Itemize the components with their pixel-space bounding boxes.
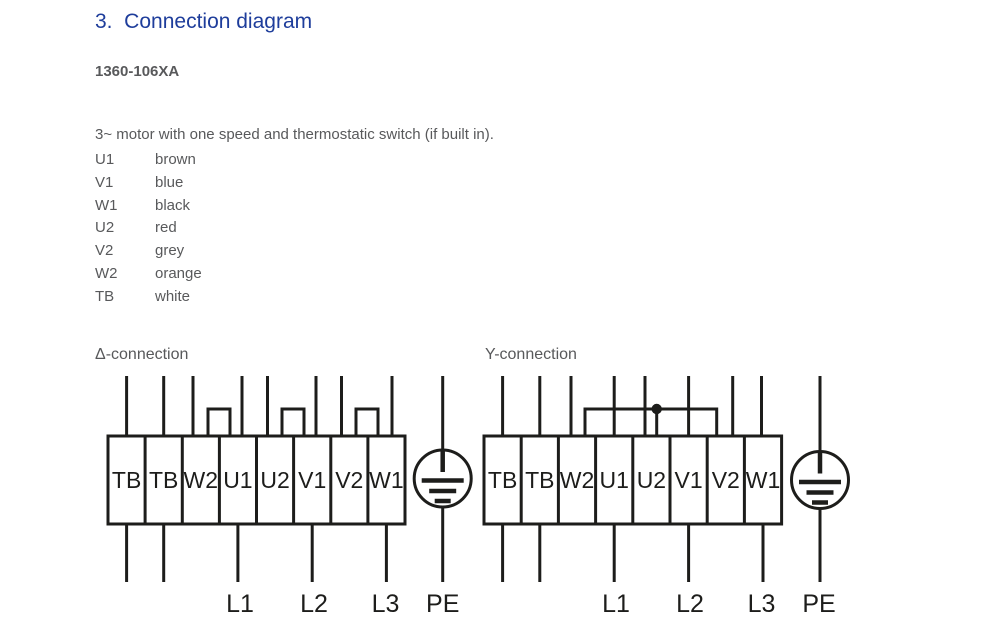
- terminal-label: U1: [599, 467, 628, 493]
- terminal-label: U2: [637, 467, 666, 493]
- wye-supply-wires: [501, 524, 765, 582]
- terminal-label: W2: [184, 467, 219, 493]
- terminal-label: W1: [369, 467, 404, 493]
- phase-label-l2: L2: [676, 590, 704, 618]
- delta-connection-label: Δ-connection: [95, 346, 189, 363]
- delta-phase-labels: L1 L2 L3 PE: [226, 590, 459, 618]
- terminal-label: U1: [223, 467, 252, 493]
- wye-terminal-labels: TB TB W2 U1 U2 V1 V2 W1: [488, 467, 780, 493]
- delta-bridge-links: [206, 407, 380, 436]
- phase-label-l1: L1: [602, 590, 630, 618]
- terminal-code: W2: [95, 264, 118, 282]
- terminal-code: W1: [95, 196, 118, 214]
- page-title: 3. Connection diagram: [95, 10, 313, 33]
- wye-terminal-dividers: [519, 436, 746, 524]
- terminal-label: V1: [675, 467, 703, 493]
- legend-row: TB white: [95, 286, 202, 309]
- bridge-link: [206, 407, 232, 436]
- legend-row: V1 blue: [95, 172, 202, 195]
- delta-terminal-dividers: [143, 436, 370, 524]
- wye-diagram: TB TB W2 U1 U2 V1 V2 W1: [482, 376, 850, 618]
- terminal-code: U2: [95, 219, 115, 237]
- terminal-code: V1: [95, 173, 114, 191]
- terminal-label: U2: [260, 467, 289, 493]
- terminal-label: W2: [560, 467, 595, 493]
- wire-color-name: black: [155, 196, 191, 214]
- earth-ground-icon: [412, 376, 473, 582]
- bridge-link: [354, 407, 380, 436]
- terminal-code: TB: [95, 287, 115, 305]
- model-number: 1360-106XA: [95, 63, 180, 80]
- earth-ground-icon: [790, 376, 850, 582]
- phase-label-l3: L3: [372, 590, 400, 618]
- wire-color-legend: U1 brown V1 blue W1 black U2 red V2 grey…: [95, 149, 202, 308]
- terminal-label: TB: [112, 467, 141, 493]
- terminal-code: U1: [95, 151, 115, 168]
- terminal-label: V2: [712, 467, 740, 493]
- terminal-label: TB: [488, 467, 517, 493]
- delta-diagram: TB TB W2 U1 U2 V1 V2 W1: [106, 376, 473, 618]
- phase-label-pe: PE: [426, 590, 459, 618]
- legend-row: W2 orange: [95, 263, 202, 286]
- terminal-label: W1: [746, 467, 781, 493]
- junction-dot: [651, 403, 662, 415]
- legend-row: U1 brown: [95, 149, 202, 172]
- legend-row: U2 red: [95, 217, 202, 240]
- legend-row: V2 grey: [95, 240, 202, 263]
- wire-color-name: blue: [155, 173, 184, 191]
- terminal-label: V1: [298, 467, 326, 493]
- terminal-code: V2: [95, 242, 114, 259]
- terminal-label: V2: [335, 467, 363, 493]
- terminal-label: TB: [525, 467, 554, 493]
- phase-label-l3: L3: [748, 590, 776, 618]
- wire-color-name: brown: [155, 151, 196, 168]
- bridge-link: [583, 407, 719, 436]
- wye-connection-label: Y-connection: [485, 346, 577, 363]
- legend-row: W1 black: [95, 195, 202, 218]
- delta-motor-lead-wires: [125, 376, 394, 436]
- delta-terminal-labels: TB TB W2 U1 U2 V1 V2 W1: [112, 467, 404, 493]
- phase-label-pe: PE: [802, 590, 835, 618]
- terminal-label: TB: [149, 467, 178, 493]
- wire-color-name: grey: [155, 242, 185, 259]
- delta-supply-wires: [125, 524, 388, 582]
- phase-label-l1: L1: [226, 590, 254, 618]
- wire-color-name: red: [155, 219, 177, 237]
- motor-description: 3~ motor with one speed and thermostatic…: [95, 126, 494, 143]
- phase-label-l2: L2: [300, 590, 328, 618]
- bridge-link: [280, 407, 306, 436]
- wye-phase-labels: L1 L2 L3 PE: [602, 590, 836, 618]
- wire-color-name: orange: [155, 264, 202, 282]
- star-point-bridge: [583, 403, 719, 436]
- wire-color-name: white: [155, 287, 191, 305]
- wye-motor-lead-wires: [501, 376, 763, 436]
